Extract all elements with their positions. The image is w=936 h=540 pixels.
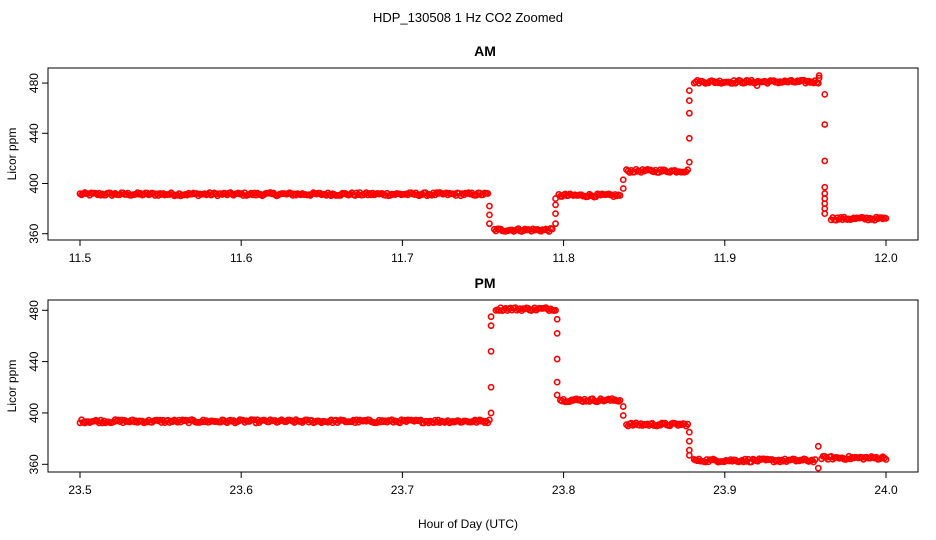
plot-area-am [47, 67, 919, 241]
y-tick-label-pm-0: 360 [27, 454, 41, 474]
x-tick-label-pm-2: 23.7 [391, 483, 415, 497]
x-tick-label-pm-1: 23.6 [230, 483, 254, 497]
y-tick-label-am-3: 480 [27, 73, 41, 93]
data-point-pm-491 [487, 383, 495, 391]
data-point-pm-503 [685, 437, 693, 445]
panel-title-am: AM [474, 43, 496, 59]
y-tick-label-am-1: 400 [27, 173, 41, 193]
plot-area-pm [47, 299, 919, 473]
data-point-pm-497 [553, 355, 561, 363]
data-point-am-488 [552, 220, 559, 228]
data-point-am-503 [821, 157, 829, 165]
panel-pm: PM 23.5 23.6 23.7 23.8 23.9 24.0 360 400 440 480… [5, 275, 919, 497]
data-point-pm-500 [619, 403, 627, 410]
data-point-am-502 [821, 121, 829, 128]
x-tick-label-pm-0: 23.5 [68, 483, 92, 497]
data-point-pm-493 [487, 322, 495, 330]
data-point-am-498 [685, 87, 693, 94]
data-point-am-493 [619, 176, 627, 184]
y-axis-am: 360 400 440 480 [27, 73, 48, 244]
data-point-pm-332 [616, 396, 624, 404]
data-point-pm-501 [619, 412, 627, 419]
x-tick-label-am-1: 11.6 [230, 251, 253, 265]
data-points-am [76, 72, 890, 235]
y-tick-label-pm-1: 400 [27, 403, 41, 423]
data-point-am-509 [821, 210, 829, 218]
data-point-pm-498 [553, 378, 561, 386]
data-points-pm [76, 304, 890, 472]
x-tick-label-pm-3: 23.8 [552, 483, 576, 497]
plot-frame-am [47, 67, 919, 241]
data-point-pm-499 [553, 391, 561, 399]
x-axis-label: Hour of Day (UTC) [418, 517, 518, 531]
data-point-am-255 [484, 190, 492, 197]
data-point-am-491 [552, 195, 559, 202]
data-point-am-497 [685, 97, 693, 105]
data-point-am-292 [548, 225, 556, 233]
data-point-am-494 [685, 158, 693, 166]
data-point-am-500 [815, 72, 823, 79]
data-point-am-490 [552, 201, 559, 209]
y-axis-label-pm: Licor ppm [5, 360, 19, 413]
panel-title-pm: PM [475, 275, 496, 291]
y-tick-label-am-2: 440 [27, 123, 41, 143]
x-tick-label-am-3: 11.8 [552, 251, 575, 265]
data-point-am-331 [616, 192, 624, 199]
y-tick-label-pm-3: 480 [27, 300, 41, 320]
data-point-pm-294 [552, 306, 559, 314]
panel-am: AM 11.5 11.6 11.7 11.8 11.9 12.0 360 400 440 480… [5, 43, 919, 265]
data-point-pm-506 [814, 464, 822, 472]
data-point-am-484 [882, 214, 890, 222]
figure-title: HDP_130508 1 Hz CO2 Zoomed [373, 10, 563, 25]
data-point-am-485 [486, 202, 493, 210]
data-point-am-486 [486, 211, 493, 219]
data-point-pm-490 [487, 409, 495, 417]
plot-frame-pm [47, 299, 919, 473]
x-tick-label-am-2: 11.7 [391, 251, 414, 265]
data-point-am-504 [821, 183, 829, 191]
x-axis-am: 11.5 11.6 11.7 11.8 11.9 12.0 [69, 240, 898, 265]
x-axis-pm: 23.5 23.6 23.7 23.8 23.9 24.0 [68, 472, 898, 497]
data-point-pm-256 [486, 416, 493, 424]
data-point-pm-502 [685, 428, 693, 436]
data-point-am-449 [814, 79, 822, 87]
data-point-am-489 [552, 210, 559, 218]
x-tick-label-am-4: 11.9 [714, 251, 737, 265]
y-tick-label-am-0: 360 [27, 223, 41, 243]
data-point-pm-492 [487, 347, 495, 355]
y-axis-label-am: Licor ppm [5, 128, 19, 181]
data-point-am-499 [815, 74, 823, 82]
data-point-am-496 [685, 109, 693, 117]
data-point-am-487 [486, 220, 493, 228]
x-tick-label-am-5: 12.0 [874, 251, 898, 265]
data-point-pm-494 [487, 313, 495, 321]
y-tick-label-pm-2: 440 [27, 351, 41, 371]
data-point-pm-448 [811, 456, 819, 463]
data-point-pm-371 [684, 420, 692, 428]
x-tick-label-am-0: 11.5 [69, 251, 92, 265]
y-axis-pm: 360 400 440 480 [27, 300, 48, 474]
data-point-am-510 [753, 82, 761, 89]
data-point-pm-507 [814, 442, 822, 450]
x-tick-label-pm-5: 24.0 [874, 483, 898, 497]
data-point-am-495 [685, 134, 693, 142]
data-point-pm-505 [685, 451, 693, 459]
data-point-pm-489 [882, 456, 890, 463]
x-tick-label-pm-4: 23.9 [713, 483, 737, 497]
data-point-pm-496 [553, 329, 561, 337]
data-point-am-492 [619, 185, 627, 192]
data-point-am-370 [684, 166, 692, 174]
data-point-am-501 [821, 90, 829, 98]
data-point-pm-495 [553, 315, 561, 323]
